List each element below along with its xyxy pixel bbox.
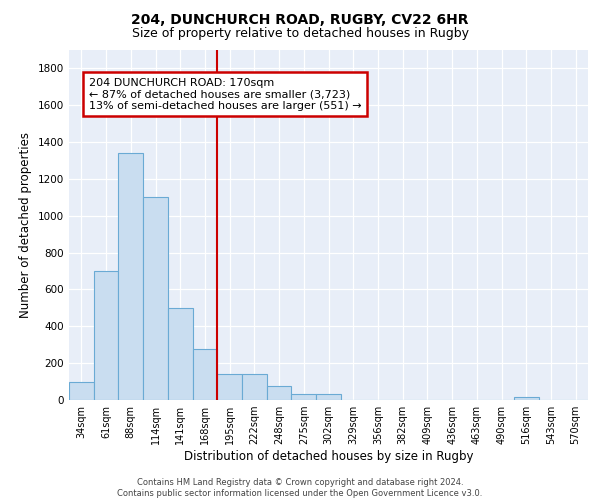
Text: Size of property relative to detached houses in Rugby: Size of property relative to detached ho… xyxy=(131,28,469,40)
Bar xyxy=(242,374,267,400)
Bar xyxy=(217,374,242,400)
Bar xyxy=(168,308,193,400)
Text: 204 DUNCHURCH ROAD: 170sqm
← 87% of detached houses are smaller (3,723)
13% of s: 204 DUNCHURCH ROAD: 170sqm ← 87% of deta… xyxy=(89,78,361,111)
Bar xyxy=(118,153,143,400)
Text: 204, DUNCHURCH ROAD, RUGBY, CV22 6HR: 204, DUNCHURCH ROAD, RUGBY, CV22 6HR xyxy=(131,12,469,26)
Bar xyxy=(316,394,341,400)
Bar xyxy=(143,198,168,400)
Bar xyxy=(292,394,316,400)
Bar xyxy=(94,271,118,400)
X-axis label: Distribution of detached houses by size in Rugby: Distribution of detached houses by size … xyxy=(184,450,473,463)
Bar xyxy=(514,397,539,400)
Bar xyxy=(69,382,94,400)
Bar xyxy=(267,386,292,400)
Text: Contains HM Land Registry data © Crown copyright and database right 2024.
Contai: Contains HM Land Registry data © Crown c… xyxy=(118,478,482,498)
Y-axis label: Number of detached properties: Number of detached properties xyxy=(19,132,32,318)
Bar xyxy=(193,350,217,400)
